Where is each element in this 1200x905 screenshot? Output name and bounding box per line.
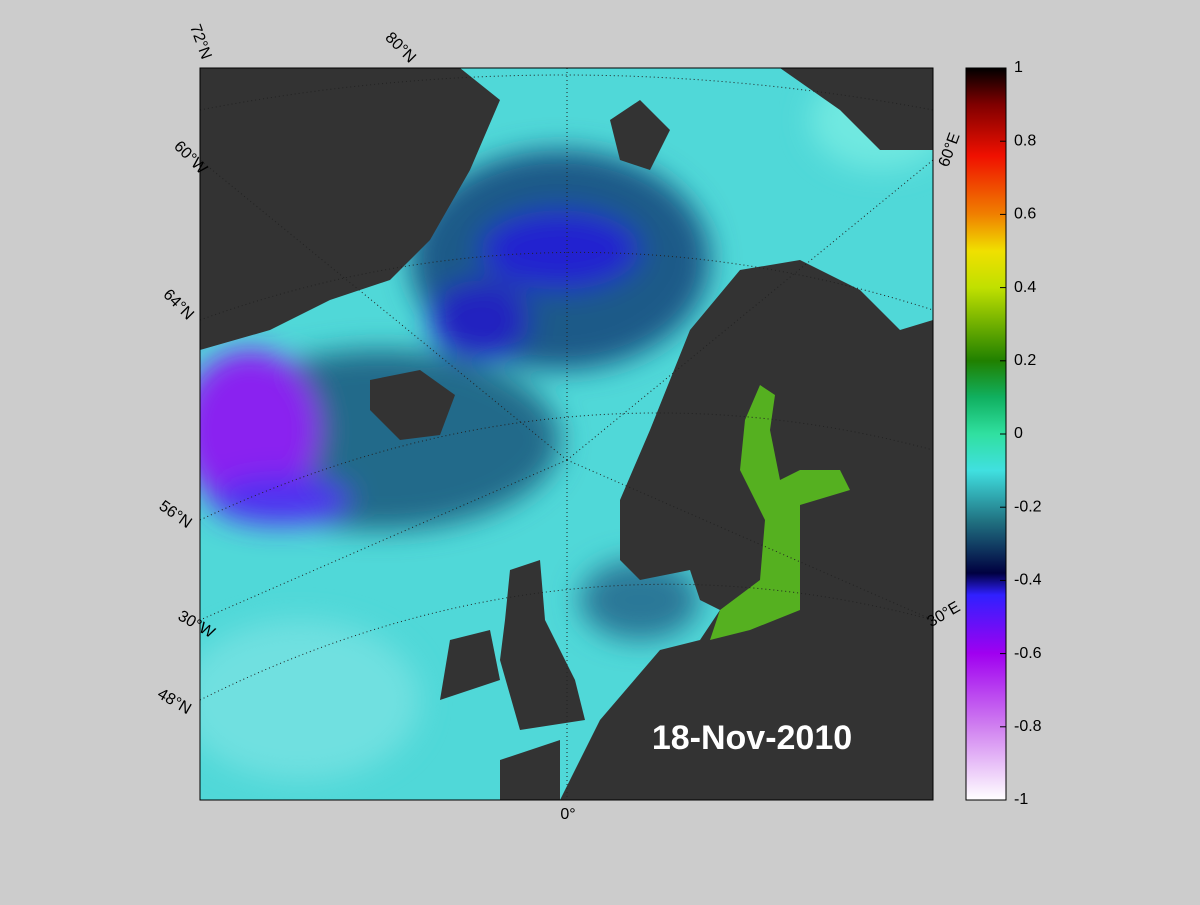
grid-label: 0° (560, 806, 575, 823)
colorbar-tick-label: 0.4 (1014, 279, 1036, 296)
colorbar-tick-label: 0.2 (1014, 352, 1036, 369)
colorbar (965, 67, 1007, 801)
grid-label: 72°N (186, 22, 214, 61)
map-frame (199, 67, 934, 801)
land (200, 68, 933, 800)
anomaly-field (200, 70, 933, 780)
grid-label: 64°N (160, 286, 197, 323)
grid-label: 60°E (936, 131, 964, 170)
colorbar-tick-label: 1 (1014, 59, 1023, 76)
graticule (200, 68, 933, 800)
colorbar-axis: 1 0.8 0.6 0.4 0.2 0 -0.2 -0.4 -0.6 -0.8 -1 (1000, 59, 1042, 808)
grid-label: 80°N (382, 29, 419, 66)
grid-label: 56°N (156, 498, 195, 532)
colorbar-tick-label: -0.2 (1014, 498, 1042, 515)
colorbar-tick-label: -0.6 (1014, 645, 1042, 662)
colorbar-tick-label: -0.4 (1014, 572, 1042, 589)
date-label: 18-Nov-2010 (652, 719, 852, 757)
map: 18-Nov-2010 (200, 68, 933, 800)
grid-label: 48°N (154, 685, 193, 718)
colorbar-tick-label: 0.8 (1014, 132, 1036, 149)
colorbar-tick-label: 0 (1014, 425, 1023, 442)
colorbar-tick-label: 0.6 (1014, 206, 1036, 223)
colorbar-tick-label: -1 (1014, 791, 1028, 808)
colorbar-tick-label: -0.8 (1014, 718, 1042, 735)
baltic (710, 385, 850, 640)
